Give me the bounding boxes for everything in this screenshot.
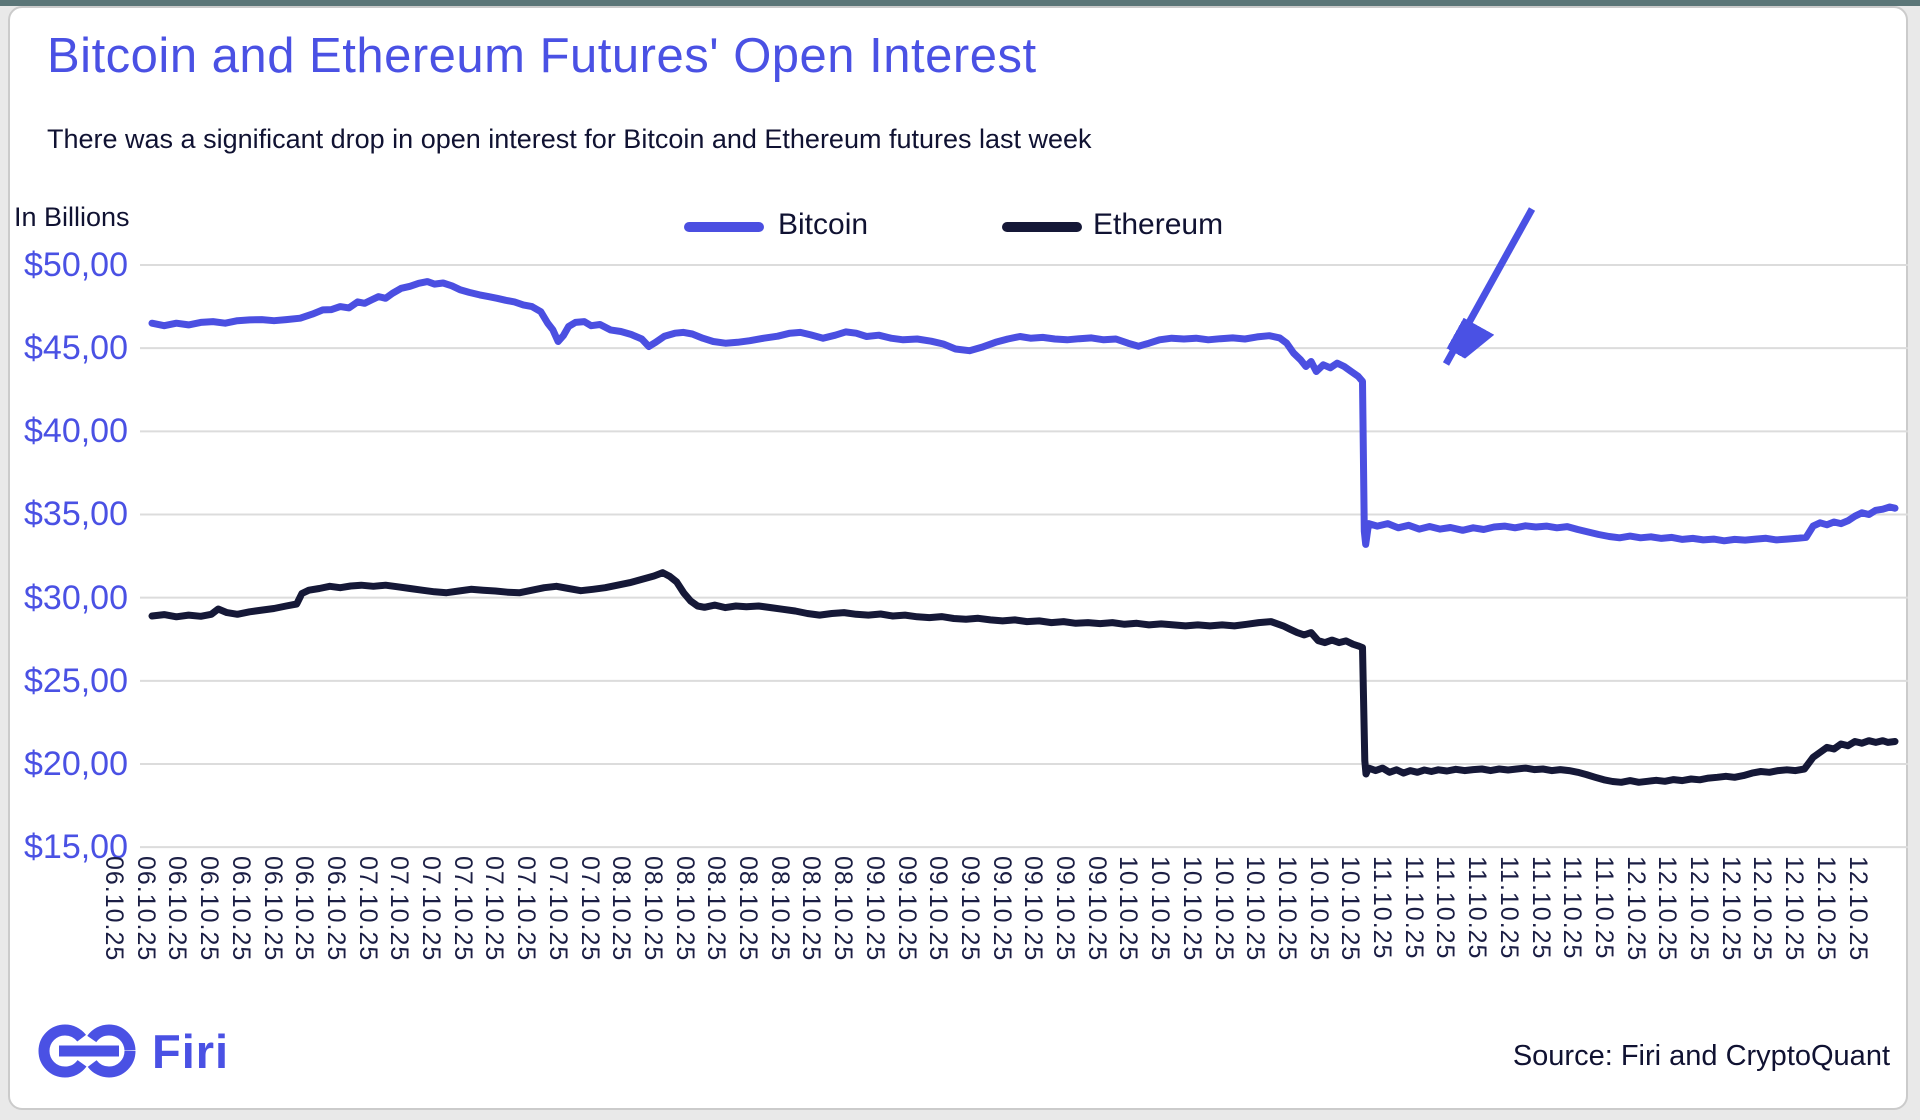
x-axis-tick-label: 12.10.25 bbox=[1621, 856, 1650, 962]
y-axis-units-label: In Billions bbox=[14, 202, 130, 232]
x-axis-tick-label: 07.10.25 bbox=[512, 856, 541, 962]
y-axis-tick-label: $50,00 bbox=[24, 246, 128, 284]
x-axis-tick-label: 08.10.25 bbox=[797, 856, 826, 962]
x-axis-tick-label: 12.10.25 bbox=[1716, 856, 1745, 962]
x-axis-tick-label: 12.10.25 bbox=[1843, 856, 1872, 962]
firi-logo-mark bbox=[38, 1024, 136, 1078]
y-axis-tick-label: $20,00 bbox=[24, 744, 128, 783]
x-axis-tick-label: 08.10.25 bbox=[702, 856, 731, 962]
x-axis-tick-label: 07.10.25 bbox=[575, 856, 604, 962]
legend-label-bitcoin: Bitcoin bbox=[778, 208, 869, 241]
x-axis-tick-label: 06.10.25 bbox=[290, 856, 319, 962]
x-axis-tick-label: 12.10.25 bbox=[1653, 856, 1682, 962]
y-axis-tick-label: $25,00 bbox=[24, 661, 128, 700]
x-axis-tick-label: 09.10.25 bbox=[924, 856, 953, 962]
x-axis-tick-label: 10.10.25 bbox=[1177, 856, 1206, 962]
x-axis-tick-label: 09.10.25 bbox=[1082, 856, 1111, 962]
x-axis-tick-label: 09.10.25 bbox=[860, 856, 889, 962]
x-axis-tick-label: 11.10.25 bbox=[1368, 856, 1396, 960]
y-axis-tick-label: $35,00 bbox=[24, 495, 128, 534]
x-axis-tick-label: 06.10.25 bbox=[258, 856, 287, 962]
x-axis-tick-label: 09.10.25 bbox=[892, 856, 921, 962]
x-axis-tick-label: 11.10.25 bbox=[1589, 856, 1618, 960]
y-axis-tick-label: $30,00 bbox=[24, 578, 128, 617]
x-axis-tick-label: 09.10.25 bbox=[1019, 856, 1048, 962]
chart-subtitle: There was a significant drop in open int… bbox=[47, 124, 1092, 154]
x-axis-tick-label: 07.10.25 bbox=[353, 856, 382, 962]
chart-card bbox=[8, 6, 1908, 1110]
x-axis-tick-label: 07.10.25 bbox=[385, 856, 414, 962]
x-axis-tick-label: 08.10.25 bbox=[638, 856, 667, 962]
x-axis-tick-label: 10.10.25 bbox=[1241, 856, 1270, 962]
x-axis-tick-label: 07.10.25 bbox=[543, 856, 572, 962]
x-axis-tick-label: 07.10.25 bbox=[480, 856, 509, 962]
x-axis-tick-label: 06.10.25 bbox=[321, 856, 350, 962]
x-axis-tick-label: 11.10.25 bbox=[1526, 856, 1555, 960]
window-top-band bbox=[0, 0, 1920, 6]
legend-swatch-ethereum bbox=[1002, 222, 1082, 232]
y-axis-tick-label: $45,00 bbox=[24, 329, 128, 368]
x-axis-tick-label: 12.10.25 bbox=[1685, 856, 1713, 962]
legend-label-ethereum: Ethereum bbox=[1093, 208, 1224, 241]
x-axis-tick-label: 10.10.25 bbox=[1209, 856, 1238, 962]
firi-logo-text: Firi bbox=[152, 1024, 230, 1078]
series-lines bbox=[148, 278, 1899, 786]
x-axis-tick-label: 08.10.25 bbox=[765, 856, 794, 962]
x-axis-tick-label: 08.10.25 bbox=[607, 856, 636, 962]
source-attribution: Source: Firi and CryptoQuant bbox=[1512, 1040, 1890, 1072]
x-axis-tick-label: 11.10.25 bbox=[1463, 856, 1492, 960]
x-axis-tick-label: 10.10.25 bbox=[1272, 856, 1301, 962]
x-axis-tick-label: 12.10.25 bbox=[1811, 856, 1840, 962]
x-axis-tick-label: 12.10.25 bbox=[1780, 856, 1809, 962]
x-axis-tick-label: 06.10.25 bbox=[131, 856, 160, 962]
x-axis-tick-label: 08.10.25 bbox=[829, 856, 858, 962]
x-axis-tick-label: 10.10.25 bbox=[1304, 856, 1333, 962]
x-axis-tick-label: 11.10.25 bbox=[1494, 856, 1523, 960]
drop-annotation-arrow bbox=[1442, 207, 1536, 366]
x-axis-tick-label: 07.10.25 bbox=[448, 856, 477, 962]
x-axis-tick-label: 06.10.25 bbox=[226, 856, 255, 962]
x-axis-tick-label: 08.10.25 bbox=[734, 856, 762, 962]
x-axis-tick-label: 09.10.25 bbox=[955, 856, 984, 962]
y-axis-tick-label: $15,00 bbox=[24, 828, 128, 867]
series-line-ethereum bbox=[148, 569, 1899, 786]
x-axis-tick-label: 10.10.25 bbox=[1336, 856, 1365, 962]
legend-swatch-bitcoin bbox=[684, 222, 764, 232]
x-axis-tick-label: 12.10.25 bbox=[1748, 856, 1777, 962]
x-axis-tick-label: 06.10.25 bbox=[100, 856, 128, 962]
x-axis-tick-label: 09.10.25 bbox=[987, 856, 1016, 962]
x-axis-tick-label: 06.10.25 bbox=[163, 856, 192, 962]
x-axis-tick-label: 06.10.25 bbox=[195, 856, 224, 962]
x-axis-tick-label: 08.10.25 bbox=[670, 856, 699, 962]
x-axis-tick-label: 07.10.25 bbox=[417, 856, 445, 962]
x-axis-tick-label: 11.10.25 bbox=[1399, 856, 1428, 960]
series-line-bitcoin bbox=[148, 278, 1899, 548]
x-axis-tick-label: 09.10.25 bbox=[1051, 856, 1079, 962]
x-axis-tick-label: 10.10.25 bbox=[1146, 856, 1175, 962]
x-axis-tick-label: 11.10.25 bbox=[1558, 856, 1587, 960]
chart-title: Bitcoin and Ethereum Futures' Open Inter… bbox=[47, 29, 1037, 83]
x-axis-tick-label: 11.10.25 bbox=[1431, 856, 1460, 960]
firi-logo: Firi bbox=[36, 1022, 229, 1080]
y-axis-tick-label: $40,00 bbox=[24, 412, 128, 451]
x-axis-tick-label: 10.10.25 bbox=[1114, 856, 1143, 962]
gridlines bbox=[140, 264, 1908, 849]
